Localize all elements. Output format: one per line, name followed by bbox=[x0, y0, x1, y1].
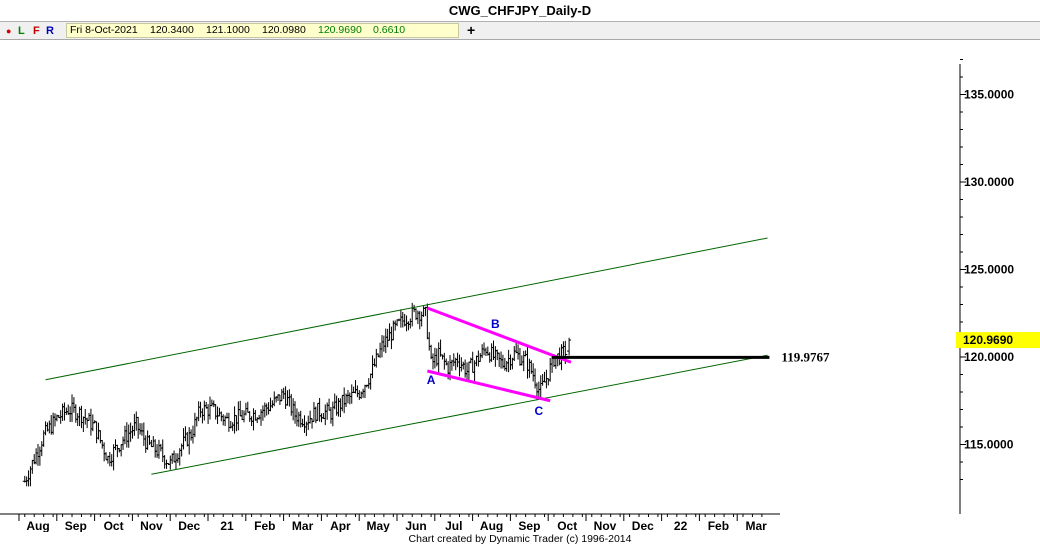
ohlc-change: 0.6610 bbox=[373, 24, 406, 36]
date-tick-label: Apr bbox=[330, 519, 351, 532]
price-tick-label: 115.0000 bbox=[964, 438, 1014, 452]
date-tick-label: Feb bbox=[708, 519, 729, 532]
ohlc-high: 121.1000 bbox=[206, 24, 250, 36]
last-price-bar bbox=[567, 337, 572, 356]
ohlc-close: 120.9690 bbox=[318, 24, 362, 36]
date-tick-label: Oct bbox=[557, 519, 577, 532]
window-title: CWG_CHFJPY_Daily-D bbox=[0, 0, 1040, 22]
chart-credit: Chart created by Dynamic Trader (c) 1996… bbox=[408, 533, 632, 545]
current-price-label: 120.9690 bbox=[963, 333, 1013, 347]
wedge-upper-line bbox=[426, 306, 572, 364]
date-tick-label: Oct bbox=[104, 519, 124, 532]
price-tick-label: 120.0000 bbox=[964, 350, 1014, 364]
date-tick-label: Mar bbox=[746, 519, 768, 532]
toolbar-button-r[interactable]: R bbox=[46, 25, 54, 37]
wedge-lower-line bbox=[426, 369, 551, 403]
toolbar-button-l[interactable]: L bbox=[18, 25, 25, 37]
level-line-label: 119.9767 bbox=[781, 349, 830, 364]
ohlc-open: 120.3400 bbox=[150, 24, 194, 36]
channel-lower-line bbox=[151, 354, 768, 475]
wave-label-b: B bbox=[491, 317, 500, 331]
date-tick-label: Nov bbox=[140, 519, 163, 532]
date-tick-label: Sep bbox=[65, 519, 87, 532]
date-tick-label: Feb bbox=[254, 519, 275, 532]
wave-label-a: A bbox=[427, 373, 436, 387]
price-bar bbox=[374, 348, 379, 368]
ohlc-low: 120.0980 bbox=[262, 24, 306, 36]
date-tick-label: 22 bbox=[674, 519, 688, 532]
date-tick-label: Nov bbox=[594, 519, 617, 532]
date-axis: Aug Sep Oct Nov Dec 21 Feb Mar Apr May Jun Jul Aug Se… bbox=[0, 513, 780, 532]
channel-upper-line bbox=[45, 237, 768, 381]
wave-label-c: C bbox=[535, 404, 544, 418]
price-axis: 135.0000 130.0000 125.0000 120.0000 115.0000… bbox=[956, 59, 1040, 514]
date-tick-label: Aug bbox=[480, 519, 503, 532]
toolbar-button-f[interactable]: F bbox=[33, 25, 40, 37]
price-tick-label: 125.0000 bbox=[964, 263, 1014, 277]
ohlc-date: Fri 8-Oct-2021 bbox=[70, 24, 138, 36]
price-tick-label: 135.0000 bbox=[964, 88, 1014, 102]
date-tick-label: Aug bbox=[26, 519, 49, 532]
ohlc-readout: Fri 8-Oct-2021 120.3400 121.1000 120.098… bbox=[66, 23, 459, 38]
date-tick-label: 21 bbox=[220, 519, 234, 532]
price-chart[interactable]: 119.9767 A B C 135.0000 130.0000 125.0000 120.… bbox=[0, 40, 1040, 532]
date-tick-label: Jun bbox=[405, 519, 426, 532]
date-tick-label: May bbox=[367, 519, 391, 532]
date-tick-label: Jul bbox=[445, 519, 462, 532]
price-tick-label: 130.0000 bbox=[964, 175, 1014, 189]
record-dot-icon[interactable]: ● bbox=[6, 26, 12, 36]
date-tick-label: Dec bbox=[178, 519, 200, 532]
date-tick-label: Mar bbox=[292, 519, 314, 532]
price-bars bbox=[22, 302, 572, 487]
date-tick-label: Dec bbox=[632, 519, 654, 532]
date-tick-label: Sep bbox=[518, 519, 540, 532]
toolbar: ● L F R Fri 8-Oct-2021 120.3400 121.1000… bbox=[0, 22, 1040, 40]
chart-annotations: 119.9767 A B C bbox=[45, 237, 830, 475]
add-plus-icon[interactable]: + bbox=[467, 22, 476, 38]
current-price-box bbox=[956, 332, 1040, 349]
